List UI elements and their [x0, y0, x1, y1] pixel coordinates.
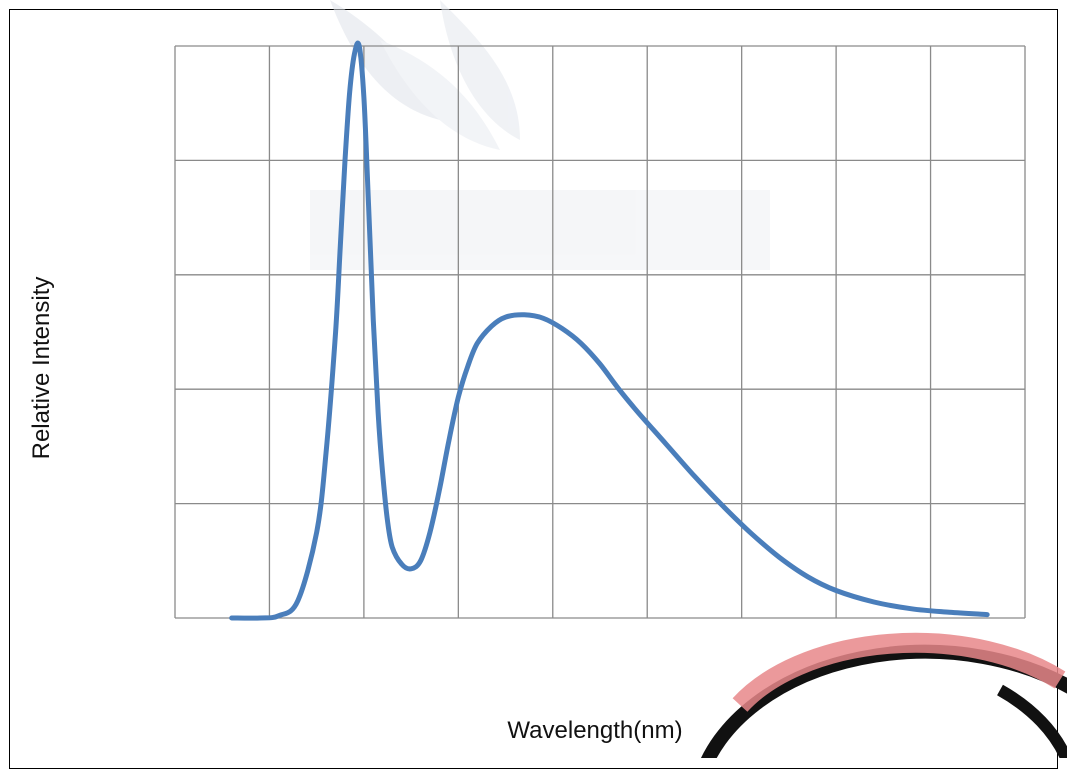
x-axis-title: Wavelength(nm): [507, 717, 682, 744]
chart-grid: [174, 45, 1026, 619]
company-seal-stamp: [701, 632, 1067, 758]
series-layer: [229, 40, 990, 621]
y-axis-title: Relative Intensity: [28, 277, 55, 460]
background-watermark: [310, 0, 770, 270]
series-line: [229, 40, 990, 621]
